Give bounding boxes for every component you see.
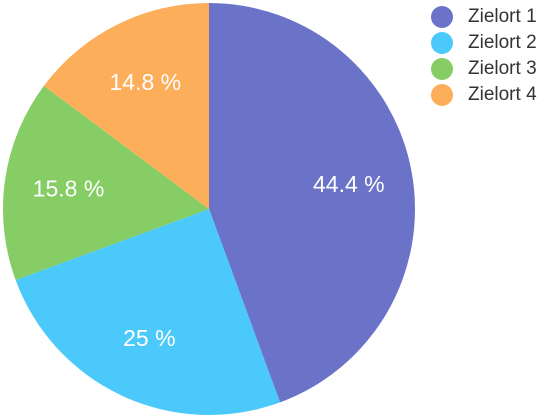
pie-slice-4[interactable] — [43, 3, 210, 209]
slice-data-label: 15.8 % — [33, 176, 105, 202]
pie-slice-3[interactable] — [3, 85, 210, 280]
slice-data-label: 25 % — [123, 325, 175, 351]
legend-label: Zielort 3 — [468, 58, 537, 79]
legend-label: Zielort 2 — [468, 32, 537, 53]
slice-data-label: 44.4 % — [313, 171, 385, 197]
slice-data-label: 14.8 % — [110, 69, 182, 95]
legend-item[interactable]: Zielort 3 — [431, 56, 537, 82]
legend-swatch — [431, 6, 453, 28]
legend-swatch — [431, 32, 453, 54]
legend-swatch — [431, 84, 453, 106]
legend-item[interactable]: Zielort 4 — [431, 82, 537, 108]
pie-slice-2[interactable] — [15, 209, 280, 415]
legend: Zielort 1 Zielort 2 Zielort 3 Zielort 4 — [431, 4, 537, 108]
legend-item[interactable]: Zielort 1 — [431, 4, 537, 30]
legend-label: Zielort 4 — [468, 84, 537, 105]
legend-item[interactable]: Zielort 2 — [431, 30, 537, 56]
pie-chart: 44.4 % 25 % 15.8 % 14.8 % — [3, 3, 416, 415]
legend-label: Zielort 1 — [468, 6, 537, 27]
legend-swatch — [431, 58, 453, 80]
pie-slice-1[interactable] — [209, 3, 416, 403]
